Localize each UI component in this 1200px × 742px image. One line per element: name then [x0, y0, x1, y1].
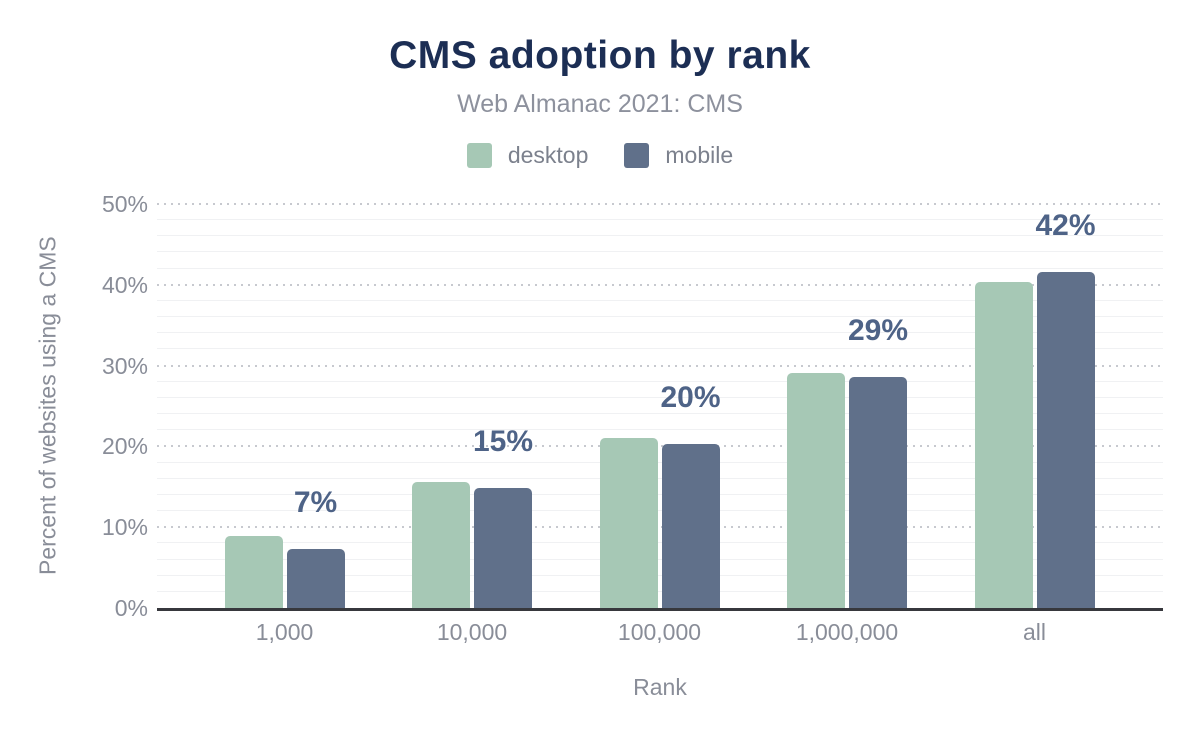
- gridline-major: [157, 203, 1163, 205]
- y-tick-label: 10%: [101, 514, 148, 541]
- y-tick-label: 30%: [101, 352, 148, 379]
- desktop-bar[interactable]: [224, 536, 283, 608]
- gridline-minor: [157, 251, 1163, 253]
- bar-group-1,000: 7%: [191, 204, 379, 608]
- gridline-minor: [157, 380, 1163, 382]
- bar-group-10,000: 15%: [378, 204, 566, 608]
- gridline-major: [157, 283, 1163, 286]
- gridline-minor: [157, 542, 1163, 544]
- y-tick-label: 50%: [101, 191, 148, 217]
- gridline-minor: [157, 413, 1163, 415]
- gridline-minor: [157, 235, 1163, 237]
- legend-item-mobile: mobile: [624, 142, 733, 169]
- bar-value-label: 7%: [293, 486, 338, 520]
- desktop-legend-swatch: [466, 143, 492, 168]
- legend: desktop mobile: [0, 142, 1200, 169]
- gridline-major: [157, 445, 1163, 448]
- y-tick-label: 0%: [114, 595, 148, 621]
- bar-value-label: 20%: [660, 380, 721, 414]
- desktop-bar[interactable]: [974, 282, 1033, 608]
- x-axis-title: Rank: [633, 674, 687, 700]
- gridline-minor: [157, 219, 1163, 221]
- mobile-bar[interactable]: [286, 549, 345, 608]
- bar-group-100,000: 20%: [566, 204, 754, 608]
- gridline-minor: [157, 316, 1163, 318]
- gridline-minor: [157, 574, 1163, 576]
- mobile-bar[interactable]: [661, 443, 720, 608]
- mobile-legend-swatch: [624, 143, 650, 168]
- legend-item-desktop: desktop: [466, 142, 589, 169]
- gridline-minor: [157, 558, 1163, 560]
- gridline-minor: [157, 493, 1163, 495]
- chart-subtitle: Web Almanac 2021: CMS: [457, 90, 743, 118]
- chart-title: CMS adoption by rank: [389, 34, 811, 77]
- gridline-minor: [157, 332, 1163, 334]
- bar-value-label: 29%: [847, 313, 909, 347]
- x-tick-label: 10,000: [436, 619, 508, 645]
- mobile-legend-label: mobile: [665, 142, 734, 168]
- gridline-minor: [157, 299, 1163, 301]
- x-tick-label: 1,000: [255, 619, 314, 645]
- y-tick-label: 20%: [101, 433, 148, 460]
- gridline-minor: [157, 348, 1163, 350]
- bar-value-label: 15%: [472, 424, 534, 458]
- gridline-minor: [157, 429, 1163, 431]
- mobile-bar[interactable]: [474, 487, 532, 608]
- plot-area: 7% 15% 20% 29% 42%: [157, 203, 1163, 611]
- bar-value-label: 42%: [1035, 208, 1096, 242]
- gridline-minor: [157, 396, 1163, 398]
- gridline-major: [157, 526, 1163, 529]
- x-tick-label: 1,000,000: [795, 619, 899, 645]
- mobile-bar[interactable]: [1036, 271, 1095, 608]
- bar-group-all: 42%: [941, 204, 1129, 608]
- mobile-bar[interactable]: [849, 376, 907, 608]
- gridline-minor: [157, 477, 1163, 479]
- gridline-minor: [157, 461, 1163, 463]
- desktop-bar[interactable]: [787, 372, 845, 608]
- gridline-minor: [157, 590, 1163, 592]
- y-tick-label: 40%: [101, 271, 148, 298]
- gridline-minor: [157, 267, 1163, 269]
- y-axis-ticks: 0% 10% 20% 30% 40% 50%: [0, 191, 148, 621]
- gridline-major: [157, 364, 1163, 367]
- desktop-legend-label: desktop: [507, 142, 589, 168]
- x-tick-label: all: [1022, 619, 1046, 645]
- gridline-minor: [157, 510, 1163, 512]
- bar-group-1,000,000: 29%: [753, 204, 941, 608]
- x-tick-label: 100,000: [617, 619, 702, 645]
- desktop-bar[interactable]: [599, 438, 658, 608]
- desktop-bar[interactable]: [412, 481, 470, 608]
- x-axis-ticks: 1,000 10,000 100,000 1,000,000 all: [157, 618, 1163, 648]
